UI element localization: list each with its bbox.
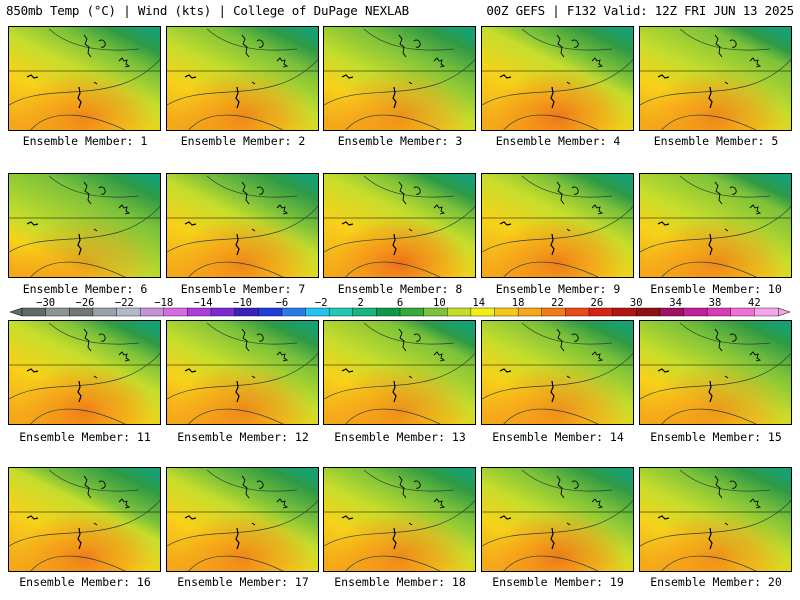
colorbar-swatch	[258, 307, 283, 317]
ensemble-member-label: Ensemble Member: 2	[180, 134, 306, 148]
ensemble-member-label: Ensemble Member: 13	[334, 430, 466, 444]
colorbar-tick-label: 38	[709, 297, 722, 309]
colorbar-swatch	[470, 307, 495, 317]
colorbar-swatch	[305, 307, 330, 317]
ensemble-member-label: Ensemble Member: 8	[337, 282, 463, 296]
colorbar-swatch	[423, 307, 448, 317]
colorbar-swatch	[399, 307, 425, 317]
ensemble-map-panel	[8, 173, 161, 278]
colorbar-swatch	[517, 307, 543, 317]
colorbar-swatch	[541, 307, 566, 317]
ensemble-map-panel	[323, 320, 476, 425]
colorbar-tick-label: 34	[669, 297, 682, 309]
colorbar-swatch	[659, 307, 684, 317]
colorbar-tick-label: 14	[472, 297, 485, 309]
colorbar-low-arrow	[10, 307, 23, 317]
map-header-title: 850mb Temp (°C) | Wind (kts) | College o…	[6, 3, 409, 18]
colorbar-swatch	[565, 307, 590, 317]
colorbar-tick-label: 26	[591, 297, 604, 309]
temperature-color-legend: −30 −26 −22 −18 −14 −10 −6 −2 2 6 10 14 18 22 26 30 34 38…	[10, 297, 790, 317]
ensemble-map-panel	[323, 467, 476, 572]
ensemble-member-label: Ensemble Member: 5	[653, 134, 779, 148]
colorbar-swatch	[163, 307, 188, 317]
colorbar-tick-label: −22	[115, 297, 134, 309]
ensemble-member-label: Ensemble Member: 16	[19, 575, 151, 589]
colorbar-swatch	[69, 307, 94, 317]
colorbar-tick-label: 6	[397, 297, 403, 309]
ensemble-member-label: Ensemble Member: 3	[337, 134, 463, 148]
colorbar-tick-label: −14	[194, 297, 213, 309]
colorbar-swatch	[21, 307, 47, 317]
colorbar-swatch	[730, 307, 755, 317]
colorbar-swatch	[187, 307, 212, 317]
ensemble-member-label: Ensemble Member: 20	[650, 575, 782, 589]
ensemble-map-panel	[8, 320, 161, 425]
ensemble-map-panel	[166, 26, 319, 131]
ensemble-member-label: Ensemble Member: 18	[334, 575, 466, 589]
ensemble-map-panel	[481, 467, 634, 572]
colorbar-swatch	[352, 307, 377, 317]
map-header-valid-time: 00Z GEFS | F132 Valid: 12Z FRI JUN 13 20…	[486, 3, 794, 18]
ensemble-map-panel	[166, 320, 319, 425]
ensemble-map-panel	[481, 320, 634, 425]
colorbar-tick-label: −2	[315, 297, 328, 309]
colorbar-high-arrow	[777, 307, 790, 317]
ensemble-map-panel	[639, 320, 792, 425]
colorbar-tick-label: −26	[76, 297, 95, 309]
colorbar-swatch	[45, 307, 70, 317]
colorbar-swatch	[494, 307, 519, 317]
ensemble-map-panel	[639, 173, 792, 278]
colorbar-tick-label: 22	[551, 297, 564, 309]
ensemble-member-label: Ensemble Member: 6	[22, 282, 148, 296]
colorbar-swatch	[636, 307, 661, 317]
ensemble-map-panel	[323, 173, 476, 278]
colorbar-swatch	[328, 307, 354, 317]
colorbar-swatch	[281, 307, 306, 317]
ensemble-member-label: Ensemble Member: 12	[177, 430, 309, 444]
colorbar-swatch	[234, 307, 259, 317]
colorbar-tick-label: −10	[233, 297, 252, 309]
colorbar-tick-label: 10	[433, 297, 446, 309]
ensemble-member-label: Ensemble Member: 4	[495, 134, 621, 148]
ensemble-map-panel	[481, 173, 634, 278]
ensemble-member-label: Ensemble Member: 14	[492, 430, 624, 444]
ensemble-member-label: Ensemble Member: 9	[495, 282, 621, 296]
ensemble-map-panel	[8, 26, 161, 131]
colorbar-tick-label: 42	[748, 297, 761, 309]
ensemble-member-label: Ensemble Member: 17	[177, 575, 309, 589]
colorbar-swatch	[683, 307, 708, 317]
ensemble-map-panel	[639, 26, 792, 131]
colorbar-swatch	[376, 307, 401, 317]
ensemble-member-label: Ensemble Member: 1	[22, 134, 148, 148]
ensemble-member-label: Ensemble Member: 7	[180, 282, 306, 296]
colorbar-swatch	[210, 307, 236, 317]
ensemble-map-panel	[323, 26, 476, 131]
colorbar-swatch	[116, 307, 141, 317]
ensemble-map-panel	[8, 467, 161, 572]
ensemble-map-panel	[166, 173, 319, 278]
colorbar-swatch	[706, 307, 732, 317]
ensemble-map-panel	[639, 467, 792, 572]
colorbar-swatch	[139, 307, 165, 317]
colorbar-tick-label: −6	[276, 297, 289, 309]
colorbar-tick-label: 30	[630, 297, 643, 309]
ensemble-member-label: Ensemble Member: 19	[492, 575, 624, 589]
ensemble-map-panel	[481, 26, 634, 131]
colorbar-swatch	[92, 307, 117, 317]
colorbar-swatch	[447, 307, 472, 317]
colorbar-swatch	[588, 307, 614, 317]
colorbar-swatch	[754, 307, 779, 317]
colorbar-swatch	[612, 307, 637, 317]
ensemble-map-panel	[166, 467, 319, 572]
ensemble-member-label: Ensemble Member: 15	[650, 430, 782, 444]
colorbar-tick-label: 18	[512, 297, 525, 309]
colorbar-tick-label: 2	[357, 297, 363, 309]
ensemble-member-label: Ensemble Member: 11	[19, 430, 151, 444]
ensemble-member-label: Ensemble Member: 10	[650, 282, 782, 296]
colorbar-tick-label: −30	[36, 297, 55, 309]
colorbar-tick-label: −18	[154, 297, 173, 309]
